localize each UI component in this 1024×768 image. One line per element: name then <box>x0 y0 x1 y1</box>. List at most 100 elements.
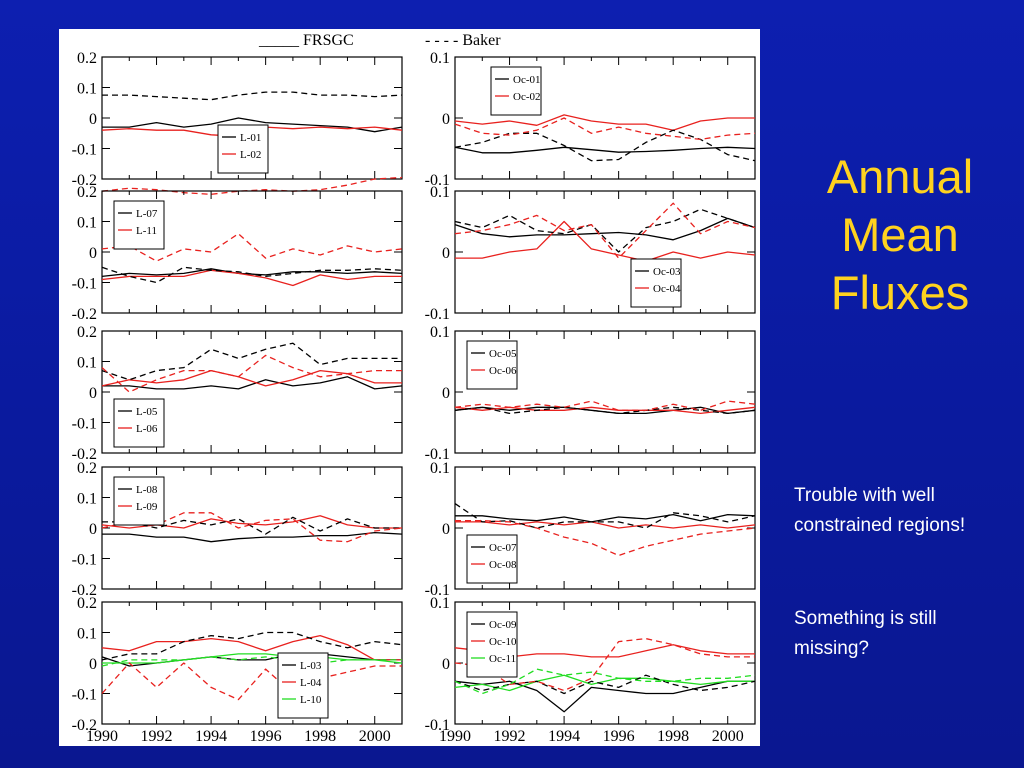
series-line-l-10-baker <box>101 656 402 667</box>
series-line-oc-08-baker <box>455 520 756 557</box>
series-line-oc-09-frsgc <box>454 680 755 713</box>
y-tick-label: -0.1 <box>425 582 450 599</box>
series-line-l-04-frsgc <box>101 634 402 661</box>
x-tick-label: 1996 <box>250 728 282 745</box>
x-tick-label: 1994 <box>548 728 580 745</box>
legend-label: L-01 <box>240 132 261 144</box>
slide-title-line-2: Mean <box>841 208 959 261</box>
y-tick-label: -0.1 <box>425 446 450 463</box>
y-tick-label: 0 <box>89 245 97 262</box>
legend-label: L-02 <box>240 149 261 161</box>
panel-p2: 0.1 0 -0.1 Oc-01 Oc-02 <box>425 50 756 189</box>
legend-label: Oc-07 <box>489 542 517 554</box>
y-tick-label: 0.1 <box>77 491 97 508</box>
header-legend-baker: - - - - Baker <box>425 32 501 49</box>
y-tick-label: 0.1 <box>77 81 97 98</box>
y-tick-label: -0.2 <box>72 172 97 189</box>
x-tick-label: 1992 <box>494 728 526 745</box>
legend-frame <box>466 340 518 390</box>
series-line-oc-07-baker <box>454 503 756 529</box>
y-tick-label: -0.1 <box>72 142 97 159</box>
y-tick-label: 0.1 <box>430 460 450 477</box>
y-tick-label: -0.1 <box>72 552 97 569</box>
series-line-oc-03-frsgc <box>454 217 756 241</box>
legend-label: Oc-10 <box>489 636 517 648</box>
legend-box: Oc-07 Oc-08 <box>466 534 518 584</box>
legend-frame <box>113 476 165 526</box>
series-line-oc-03-baker <box>454 208 756 253</box>
slide-title: Annual Mean Fluxes <box>780 148 1020 322</box>
series-line-oc-07-frsgc <box>455 513 756 523</box>
series-line-oc-01-baker <box>454 129 756 162</box>
panel-p7: 0.2 0.1 0 -0.1 -0.2 L-08 L-09 <box>72 460 403 599</box>
y-tick-label: 0 <box>442 111 450 128</box>
y-tick-label: -0.1 <box>425 717 450 734</box>
y-tick-label: 0 <box>442 521 450 538</box>
series-line-oc-08-frsgc <box>455 521 756 529</box>
y-tick-label: 0.2 <box>77 184 97 201</box>
y-tick-label: 0 <box>442 245 450 262</box>
series-line-oc-10-baker <box>454 637 755 692</box>
y-tick-label: 0.2 <box>77 460 97 477</box>
x-tick-label: 1990 <box>86 728 118 745</box>
legend-box: Oc-05 Oc-06 <box>466 340 518 390</box>
y-tick-label: -0.1 <box>72 276 97 293</box>
legend-frame <box>466 534 518 584</box>
panel-p8: 0.1 0 -0.1 Oc-07 Oc-08 <box>425 460 756 599</box>
legend-box: L-08 L-09 <box>113 476 165 526</box>
panel-p3: 0.2 0.1 0 -0.1 -0.2 L-07 L-11 <box>72 184 403 323</box>
legend-label: L-08 <box>136 484 158 496</box>
legend-label: L-05 <box>136 406 158 418</box>
y-tick-label: 0.1 <box>77 626 97 643</box>
y-tick-label: 0.2 <box>77 595 97 612</box>
slide-title-line-3: Fluxes <box>830 266 970 319</box>
legend-frame <box>630 258 682 308</box>
y-tick-label: 0.1 <box>430 324 450 341</box>
series-line-l-01-baker <box>102 91 403 101</box>
series-line-l-08-baker <box>102 516 402 535</box>
y-tick-label: 0 <box>442 385 450 402</box>
x-tick-label: 1990 <box>439 728 471 745</box>
panel-p6: 0.1 0 -0.1 Oc-05 Oc-06 <box>425 324 756 463</box>
legend-label: Oc-04 <box>653 283 681 295</box>
series-line-l-04-baker <box>101 662 402 701</box>
y-tick-label: 0 <box>89 385 97 402</box>
series-line-l-06-baker <box>101 354 402 393</box>
series-line-oc-02-frsgc <box>454 114 755 131</box>
legend-label: Oc-09 <box>489 619 517 631</box>
legend-box: Oc-03 Oc-04 <box>630 258 682 308</box>
x-tick-label: 1996 <box>603 728 635 745</box>
legend-label: Oc-08 <box>489 559 517 571</box>
series-line-oc-06-baker <box>454 400 756 411</box>
legend-label: L-11 <box>136 225 157 237</box>
panel-p4: 0.1 0 -0.1 Oc-03 Oc-04 <box>425 184 756 323</box>
x-tick-label: 1994 <box>195 728 227 745</box>
legend-label: Oc-03 <box>653 266 681 278</box>
legend-box: L-01 L-02 <box>217 124 269 174</box>
legend-label: L-09 <box>136 501 158 513</box>
y-tick-label: 0 <box>89 111 97 128</box>
y-tick-label: 0.2 <box>77 50 97 67</box>
y-tick-label: 0 <box>442 656 450 673</box>
header-legend-frsgc: _____ FRSGC <box>258 32 354 49</box>
legend-label: Oc-02 <box>513 91 541 103</box>
legend-label: L-06 <box>136 423 158 435</box>
y-tick-label: -0.2 <box>72 306 97 323</box>
flux-chart-svg: _____ FRSGC - - - - Baker 0.2 0.1 0 -0.1 -0.2 L… <box>72 32 756 745</box>
panel-p5: 0.2 0.1 0 -0.1 -0.2 L-05 L-06 <box>72 324 403 463</box>
legend-label: Oc-11 <box>489 653 516 665</box>
note-constrained-regions: Trouble with well constrained regions! <box>794 485 966 536</box>
series-line-oc-02-baker <box>454 117 756 141</box>
legend-label: L-03 <box>300 660 322 672</box>
series-line-l-07-baker <box>101 266 403 284</box>
series-line-oc-04-baker <box>454 202 756 259</box>
x-tick-label: 1992 <box>141 728 173 745</box>
series-line-oc-05-baker <box>454 406 756 415</box>
note-something-missing: Something is still missing? <box>794 608 937 659</box>
y-tick-label: 0.1 <box>77 355 97 372</box>
y-tick-label: -0.2 <box>72 446 97 463</box>
series-line-l-11-frsgc <box>101 269 402 287</box>
legend-box: L-07 L-11 <box>113 200 165 250</box>
slide-title-line-1: Annual <box>826 150 974 203</box>
